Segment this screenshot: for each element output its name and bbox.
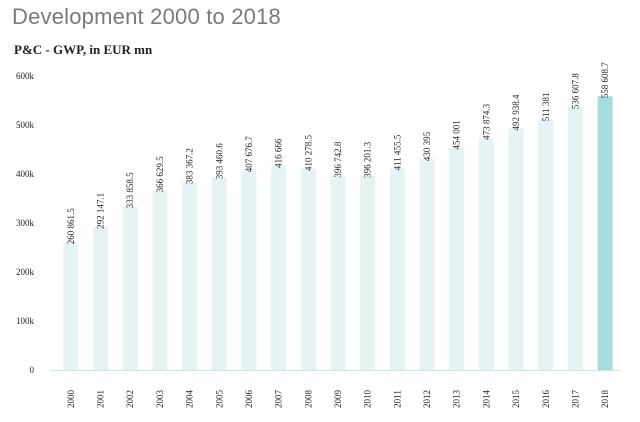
bar-value-label: 558 608.7	[600, 62, 610, 99]
bar	[597, 96, 613, 370]
x-tick-label: 2016	[541, 390, 551, 409]
bar-value-label: 473 874.3	[481, 103, 491, 139]
x-tick: 2009	[333, 390, 343, 409]
x-tick: 2007	[274, 390, 284, 409]
x-tick: 2003	[155, 390, 165, 409]
y-tick-label: 400k	[16, 169, 35, 179]
bar-value-label: 396 742.8	[333, 141, 343, 178]
x-tick: 2008	[303, 390, 313, 409]
bar-value-label: 393 460.6	[214, 143, 224, 180]
bars	[63, 96, 613, 370]
x-tick-label: 2000	[66, 390, 76, 409]
y-tick: 300k	[16, 218, 35, 228]
x-tick-label: 2013	[452, 390, 462, 409]
x-tick: 2001	[96, 390, 106, 408]
y-tick-label: 200k	[16, 267, 35, 277]
bar-value-label: 492 938.4	[511, 94, 521, 131]
x-tick-label: 2018	[600, 390, 610, 409]
x-tick: 2010	[363, 390, 373, 409]
bar-value-label: 260 861.5	[66, 208, 76, 245]
x-tick-label: 2005	[214, 390, 224, 409]
bar	[508, 128, 524, 370]
bar-value-label: 292 147.1	[96, 193, 106, 229]
x-tick: 2015	[511, 390, 521, 409]
bar-value-label: 511 381	[541, 93, 551, 122]
bar	[389, 168, 405, 370]
bar-value-label: 407 676.7	[244, 136, 254, 173]
y-tick-label: 100k	[16, 316, 35, 326]
bar	[330, 175, 346, 370]
x-tick-label: 2014	[481, 390, 491, 409]
bar	[93, 226, 109, 370]
x-tick: 2018	[600, 390, 610, 409]
bar-value-label: 411 455.5	[392, 134, 402, 170]
bar-value-label: 430 395	[422, 131, 432, 161]
x-tick-label: 2008	[303, 390, 313, 409]
bar-labels: 260 861.5 292 147.1 333 858.5 366 629.5 383 …	[66, 62, 610, 244]
bar-value-label: 383 367.2	[185, 148, 195, 184]
y-tick: 400k	[16, 169, 35, 179]
bar	[419, 159, 435, 370]
bar	[300, 168, 316, 370]
y-tick: 200k	[16, 267, 35, 277]
x-tick-label: 2006	[244, 390, 254, 409]
y-tick: 0	[30, 365, 35, 375]
bar-value-label: 396 201.3	[363, 141, 373, 178]
x-tick: 2016	[541, 390, 551, 409]
y-axis: 0 100k 200k 300k 400k 500k 600k	[16, 71, 35, 375]
y-tick-label: 300k	[16, 218, 35, 228]
bar	[241, 170, 257, 370]
x-tick: 2013	[452, 390, 462, 409]
x-tick: 2002	[125, 390, 135, 408]
x-tick-label: 2002	[125, 390, 135, 408]
x-tick-label: 2011	[392, 390, 402, 408]
chart-title: P&C - GWP, in EUR mn	[14, 42, 153, 57]
x-tick-label: 2017	[570, 390, 580, 409]
bar	[122, 206, 138, 370]
bar-value-label: 410 278.5	[303, 134, 313, 171]
y-tick-label: 500k	[16, 120, 35, 130]
y-tick: 600k	[16, 71, 35, 81]
bar	[271, 165, 287, 370]
x-tick-label: 2012	[422, 390, 432, 408]
bar	[182, 182, 198, 370]
x-tick: 2012	[422, 390, 432, 408]
bar	[211, 177, 227, 370]
bar	[360, 175, 376, 370]
page-title: Development 2000 to 2018	[12, 4, 281, 29]
bar	[63, 242, 79, 370]
y-tick-label: 0	[30, 365, 35, 375]
bar	[538, 119, 554, 370]
bar-value-label: 416 666	[274, 138, 284, 168]
x-tick: 2004	[185, 390, 195, 409]
x-tick-label: 2001	[96, 390, 106, 408]
x-tick: 2005	[214, 390, 224, 409]
x-tick: 2000	[66, 390, 76, 409]
x-tick: 2014	[481, 390, 491, 409]
bar	[567, 107, 583, 370]
bar-value-label: 536 607.8	[570, 73, 580, 110]
bar-value-label: 454 001	[452, 120, 462, 149]
x-tick-label: 2010	[363, 390, 373, 409]
x-tick: 2006	[244, 390, 254, 409]
bar-value-label: 366 629.5	[155, 156, 165, 193]
bar	[449, 147, 465, 370]
x-tick-label: 2007	[274, 390, 284, 409]
bar-value-label: 333 858.5	[125, 172, 135, 209]
bar	[478, 137, 494, 370]
x-tick-label: 2015	[511, 390, 521, 409]
x-tick: 2017	[570, 390, 580, 409]
x-tick: 2011	[392, 390, 402, 408]
x-tick-label: 2004	[185, 390, 195, 409]
y-tick: 100k	[16, 316, 35, 326]
x-axis: 2000 2001 2002 2003 2004 2005 2006 2007 2008 2009…	[66, 390, 610, 409]
bar	[152, 190, 168, 370]
x-tick-label: 2009	[333, 390, 343, 409]
y-tick: 500k	[16, 120, 35, 130]
y-tick-label: 600k	[16, 71, 35, 81]
x-tick-label: 2003	[155, 390, 165, 409]
